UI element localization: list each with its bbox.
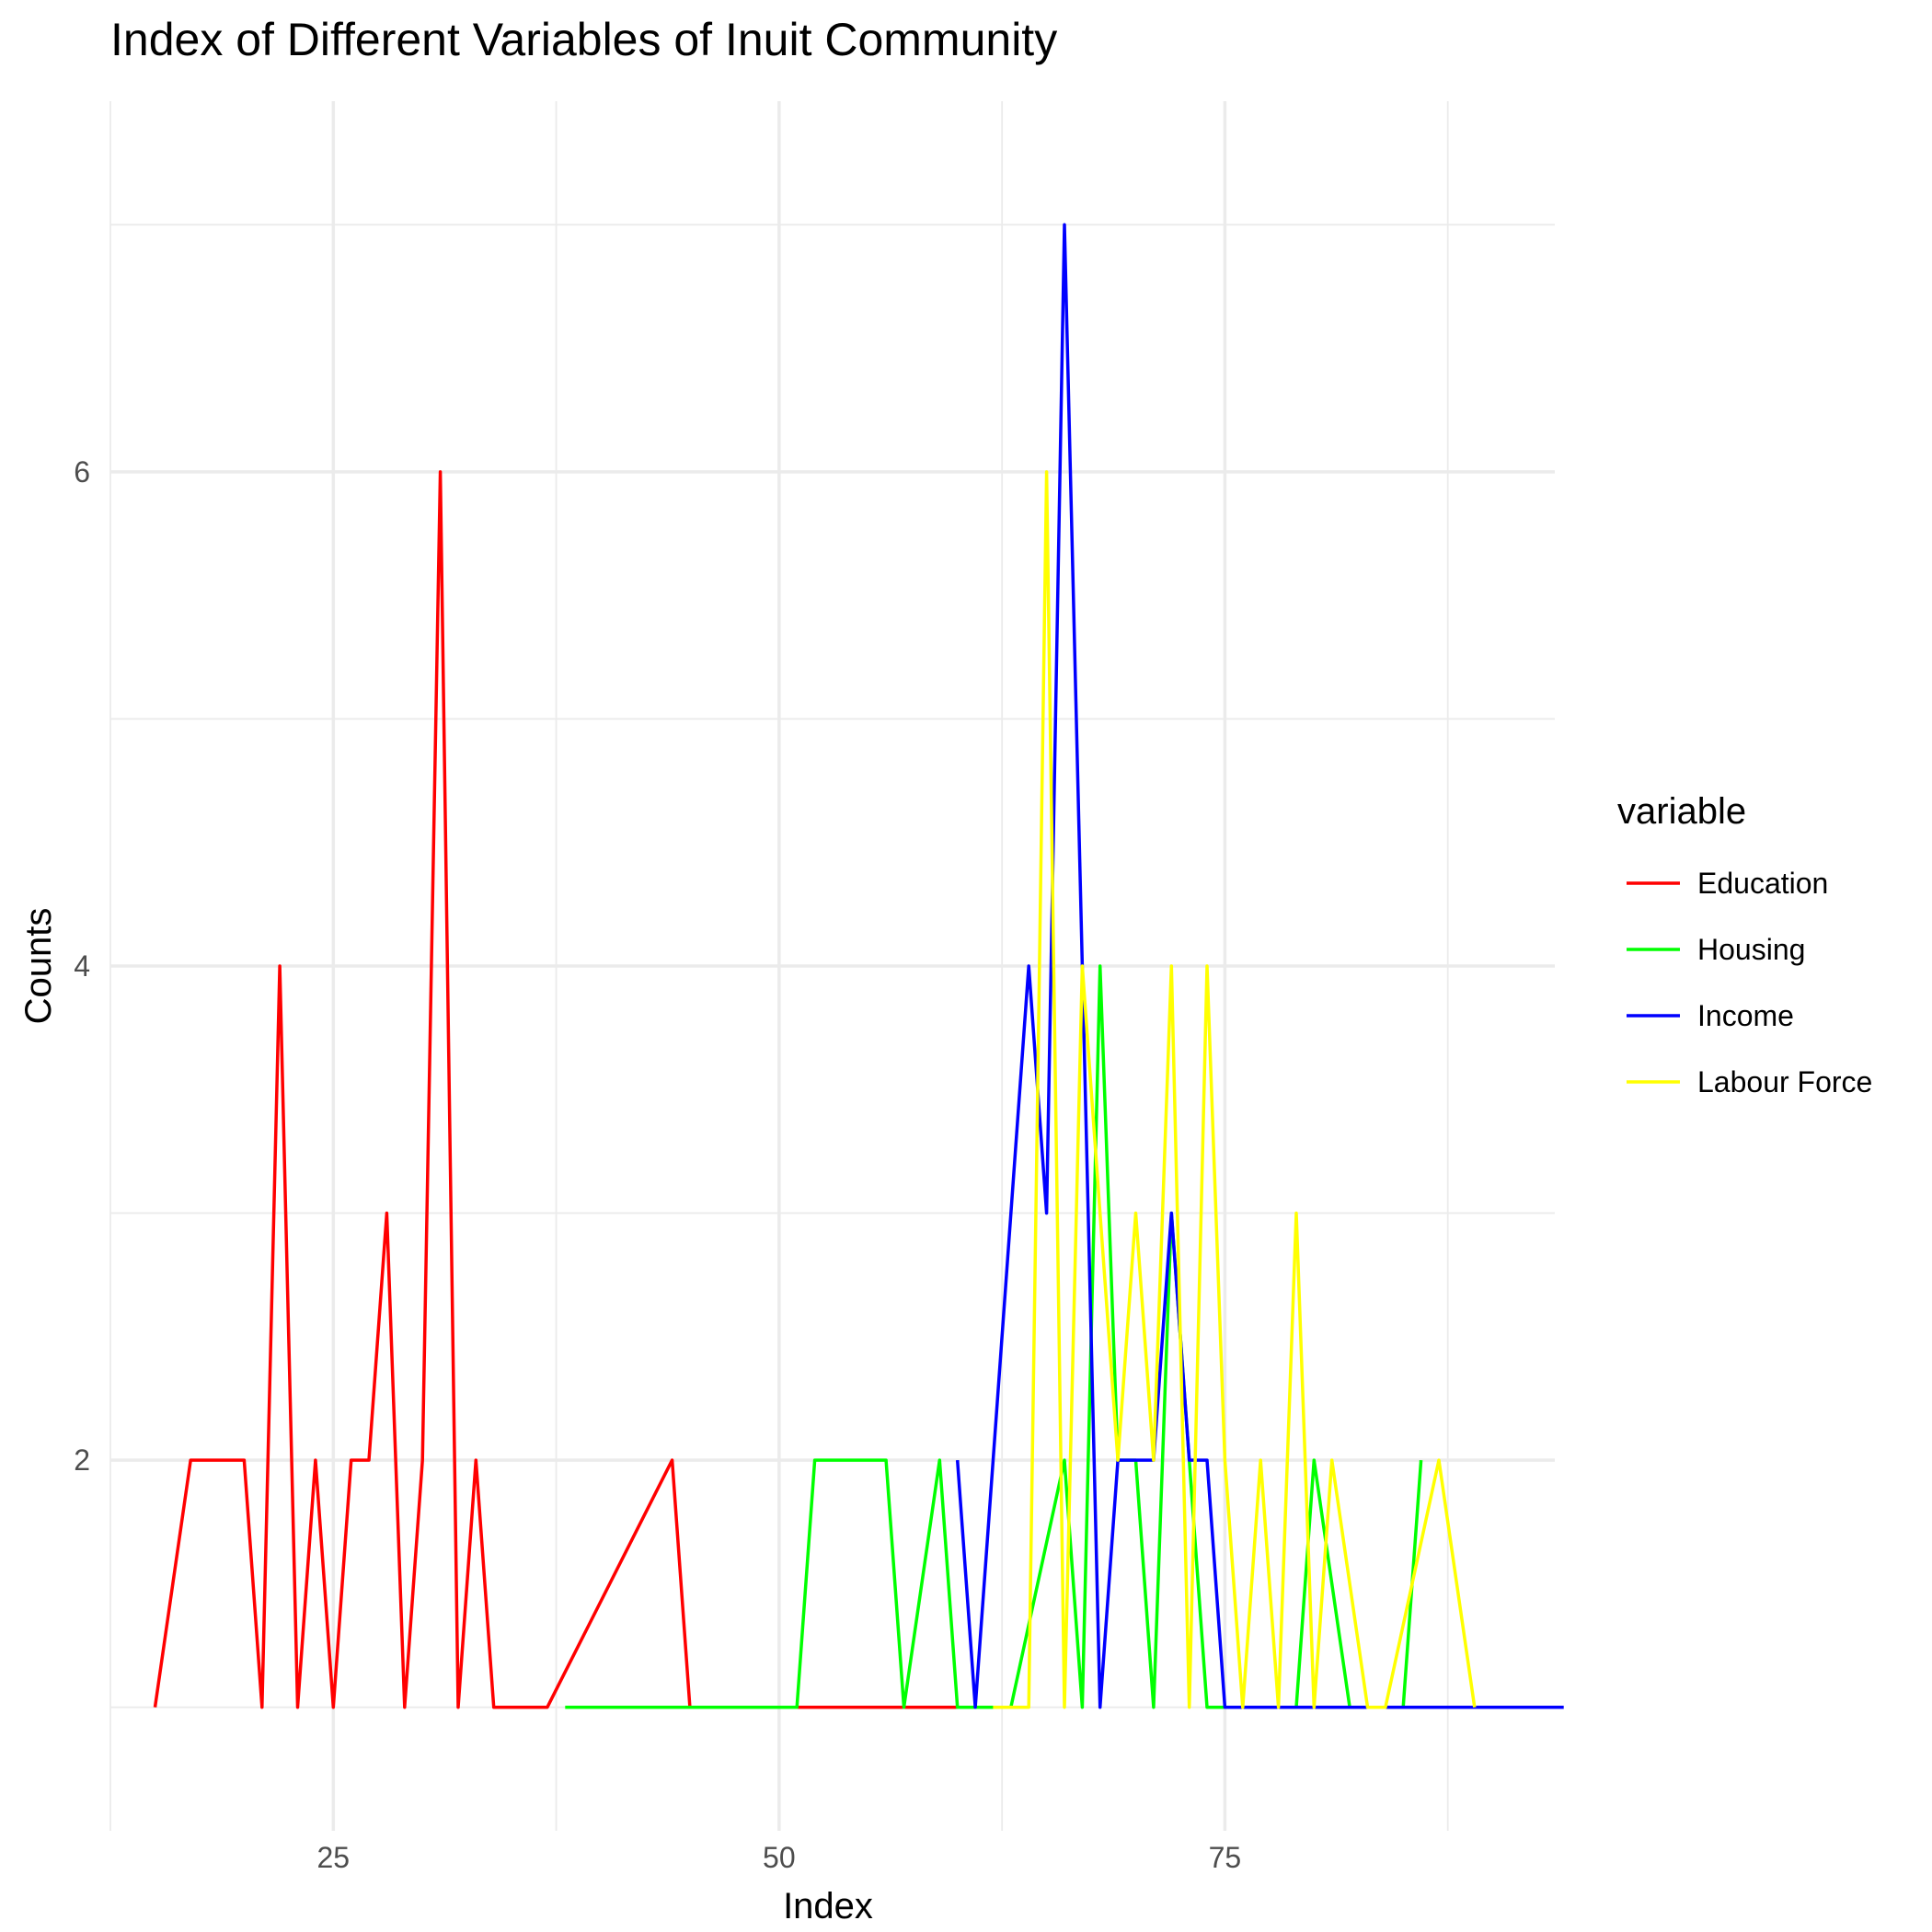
- x-tick-label: 50: [763, 1841, 796, 1874]
- y-tick-label: 4: [74, 949, 90, 983]
- series-lines: [153, 223, 1564, 1709]
- legend-item-labour-force: Labour Force: [1627, 1065, 1872, 1098]
- legend-label-income: Income: [1697, 999, 1794, 1032]
- legend-label-labour-force: Labour Force: [1697, 1065, 1872, 1098]
- legend-title: variable: [1617, 791, 1746, 832]
- y-axis-title: Counts: [18, 908, 59, 1025]
- y-tick-label: 6: [74, 455, 90, 489]
- legend: variable Education Housing Income Labour Fo…: [1617, 791, 1872, 1098]
- legend-item-income: Income: [1627, 999, 1794, 1032]
- legend-item-education: Education: [1627, 867, 1828, 900]
- x-axis-title: Index: [783, 1886, 873, 1926]
- legend-label-education: Education: [1697, 867, 1828, 900]
- axis-ticks: 25 50 75 2 4 6: [74, 455, 1241, 1874]
- grid: [109, 101, 1555, 1831]
- x-tick-label: 75: [1209, 1841, 1242, 1874]
- series-line-labour-force: [993, 470, 1477, 1709]
- legend-label-housing: Housing: [1697, 933, 1805, 966]
- y-tick-label: 2: [74, 1443, 90, 1477]
- series-line-education: [153, 470, 958, 1709]
- x-tick-label: 25: [316, 1841, 350, 1874]
- legend-item-housing: Housing: [1627, 933, 1805, 966]
- series-line-income: [955, 223, 1564, 1709]
- legend-items: Education Housing Income Labour Force: [1627, 867, 1872, 1098]
- chart-title: Index of Different Variables of Inuit Co…: [110, 14, 1057, 65]
